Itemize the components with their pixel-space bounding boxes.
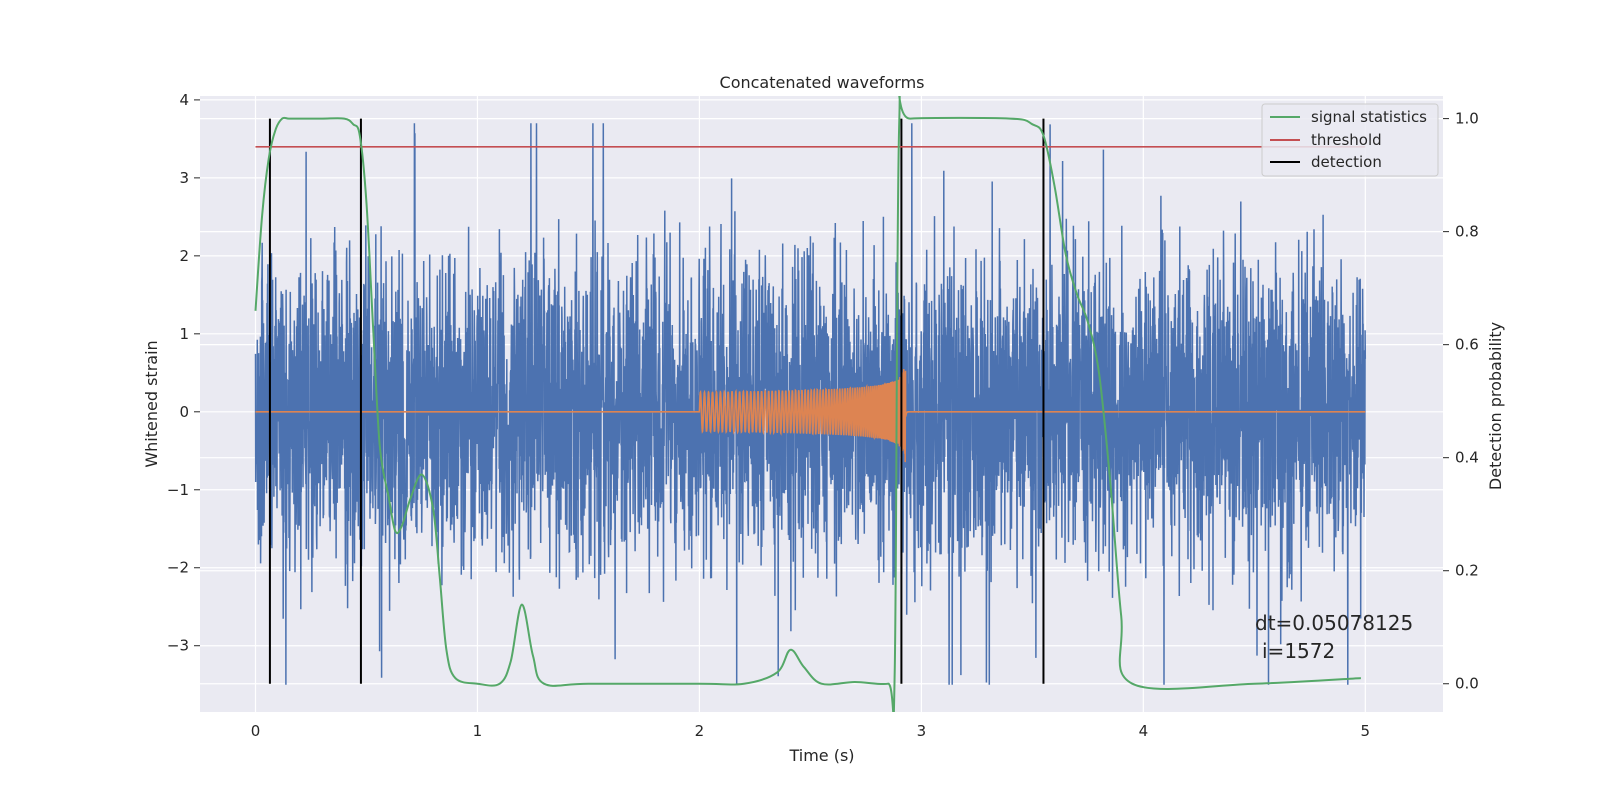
right-y-tick-label: 0.0 (1455, 675, 1479, 693)
right-y-tick-label: 0.4 (1455, 449, 1479, 467)
right-y-axis-label: Detection probability (1486, 322, 1505, 490)
signal-statistics-line (254, 96, 1361, 712)
y-tick-label: −2 (167, 559, 189, 577)
annotation-dt: dt=0.05078125 (1255, 611, 1413, 635)
detection-lines (268, 118, 1045, 684)
x-axis-label: Time (s) (788, 746, 854, 765)
annotation-i: i=1572 (1262, 639, 1335, 663)
y-tick-label: 0 (179, 403, 189, 421)
right-y-tick-label: 1.0 (1455, 110, 1479, 128)
legend: signal statistics threshold detection (1261, 103, 1439, 177)
y-tick-label: 4 (179, 91, 189, 109)
y-tick-label: 3 (179, 169, 189, 187)
y-tick-label: −3 (167, 637, 189, 655)
legend-label-detection: detection (1311, 153, 1382, 171)
y-axis-ticks: −3 −2 −1 0 1 2 3 4 (167, 91, 200, 655)
right-y-tick-label: 0.2 (1455, 562, 1479, 580)
x-axis-ticks: 0 1 2 3 4 5 (251, 722, 1370, 740)
y-axis-label: Whitened strain (142, 340, 161, 467)
strain-series-line (254, 123, 1367, 685)
right-y-axis-ticks: 0.0 0.2 0.4 0.6 0.8 1.0 (1443, 110, 1479, 693)
x-tick-label: 1 (473, 722, 483, 740)
right-y-tick-label: 0.6 (1455, 336, 1479, 354)
template-series-line (255, 368, 1366, 463)
x-tick-label: 4 (1139, 722, 1149, 740)
legend-label-signal-statistics: signal statistics (1311, 108, 1427, 126)
y-tick-label: −1 (167, 481, 189, 499)
legend-box (1261, 103, 1439, 177)
x-tick-label: 0 (251, 722, 261, 740)
right-y-tick-label: 0.8 (1455, 223, 1479, 241)
y-tick-label: 2 (179, 247, 189, 265)
legend-label-threshold: threshold (1311, 131, 1382, 149)
x-tick-label: 2 (695, 722, 705, 740)
y-tick-label: 1 (179, 325, 189, 343)
chart-title: Concatenated waveforms (720, 73, 925, 92)
x-tick-label: 5 (1361, 722, 1371, 740)
x-tick-label: 3 (917, 722, 927, 740)
